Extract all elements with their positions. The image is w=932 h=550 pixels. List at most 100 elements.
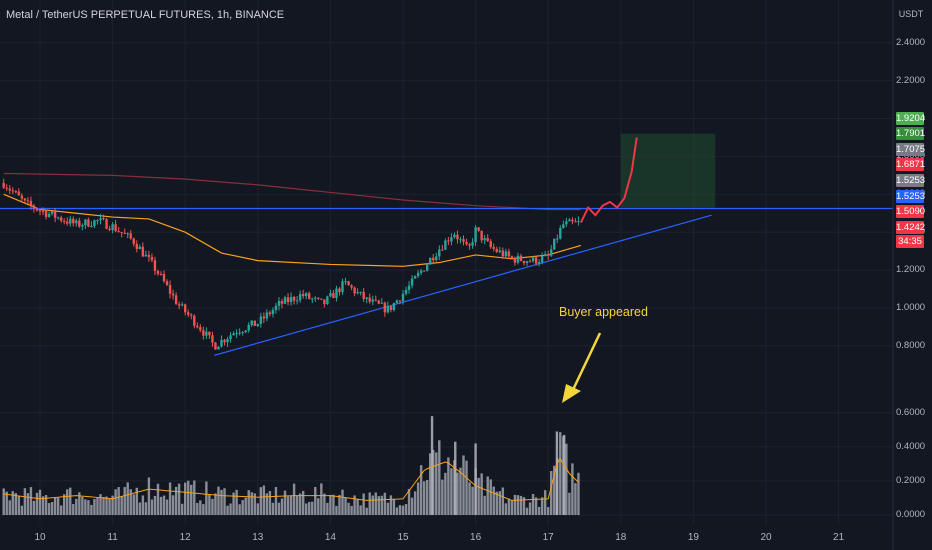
volume-bar [432, 449, 435, 515]
candle-body [513, 258, 517, 263]
volume-bar [99, 494, 102, 515]
candle-body [320, 298, 323, 300]
candle-body [477, 227, 480, 231]
volume-bar [238, 504, 241, 515]
volume-bar [2, 488, 5, 515]
candle-body [404, 289, 408, 294]
time-tick-label: 15 [397, 532, 409, 543]
volume-bar [271, 502, 275, 515]
volume-bar [23, 488, 27, 515]
candle-body [574, 221, 577, 223]
volume-bar [96, 497, 99, 515]
volume-bar [519, 495, 523, 515]
price-tick-label: 1.0000 [896, 302, 926, 313]
candle-body [226, 339, 229, 343]
candle-body [335, 288, 338, 298]
candle-body [190, 314, 193, 316]
candle-body [108, 228, 111, 231]
volume-bar [571, 463, 574, 515]
volume-bar [338, 494, 341, 515]
candle-body [235, 333, 238, 335]
candle-body [220, 339, 223, 347]
volume-bar [196, 502, 199, 515]
price-tag: 1.9204 [896, 112, 926, 125]
volume-bar [153, 495, 157, 515]
candle-body [153, 260, 157, 271]
candle-body [292, 296, 296, 301]
volume-bar [283, 490, 287, 515]
volume-bar [565, 443, 568, 515]
candle-body [522, 260, 526, 264]
volume-bar [389, 495, 393, 515]
volume-bar [407, 488, 411, 515]
volume-bar [444, 472, 447, 515]
volume-bar [35, 492, 39, 515]
volume-bar [63, 494, 66, 515]
candle-body [571, 219, 574, 222]
volume-bar [540, 497, 544, 515]
volume-bar [235, 489, 238, 515]
volume-bar [78, 492, 81, 515]
time-tick-label: 21 [833, 532, 845, 543]
volume-bar [438, 440, 441, 515]
candle-body [47, 213, 51, 217]
volume-bar [441, 479, 444, 515]
volume-bar [323, 493, 326, 515]
volume-bar [108, 498, 111, 515]
volume-bar [250, 492, 253, 515]
volume-bar [430, 416, 434, 515]
volume-bar [419, 465, 423, 515]
candle-body [26, 200, 30, 202]
volume-bar [190, 484, 193, 515]
candle-body [386, 306, 390, 313]
volume-bar [320, 483, 323, 515]
candle-body [50, 211, 54, 214]
candle-body [129, 233, 132, 239]
candle-body [344, 281, 347, 283]
candle-body [510, 256, 514, 259]
candle-body [565, 221, 568, 225]
volume-tick-label: 0.6000 [896, 406, 926, 418]
candle-body [41, 210, 45, 212]
candle-body [295, 300, 299, 302]
volume-bar [11, 491, 14, 515]
candle-body [398, 300, 402, 302]
candle-body [480, 230, 483, 241]
target-zone [620, 133, 716, 208]
volume-bar [199, 500, 202, 515]
candle-body [241, 332, 244, 334]
candle-body [453, 234, 456, 238]
volume-bar [513, 494, 517, 515]
currency-label[interactable]: USDT [898, 9, 924, 19]
candle-body [72, 218, 75, 224]
candle-body [347, 281, 350, 286]
candle-body [371, 299, 374, 302]
volume-bar [93, 498, 96, 515]
volume-bar [44, 495, 48, 515]
volume-bar [317, 498, 320, 515]
volume-bar [229, 503, 232, 515]
volume-bar [90, 504, 93, 515]
volume-bar [362, 493, 365, 515]
volume-bar [468, 482, 471, 515]
candle-body [507, 251, 511, 257]
volume-bar [450, 468, 453, 515]
volume-bar [416, 482, 420, 515]
candle-body [392, 303, 396, 311]
candle-body [63, 220, 66, 222]
candle-body [492, 247, 495, 249]
candle-body [229, 335, 232, 340]
candle-body [84, 219, 87, 226]
volume-bar [353, 495, 356, 515]
candle-body [20, 195, 24, 199]
candle-body [432, 257, 435, 261]
volume-bar [553, 465, 556, 515]
chart-title: Metal / TetherUS PERPETUAL FUTURES, 1h, … [6, 9, 285, 21]
volume-bar [454, 441, 457, 515]
volume-bar [53, 497, 57, 515]
candle-body [314, 297, 317, 299]
volume-bar [147, 477, 151, 515]
volume-bar [422, 481, 426, 515]
volume-bar [507, 498, 511, 515]
